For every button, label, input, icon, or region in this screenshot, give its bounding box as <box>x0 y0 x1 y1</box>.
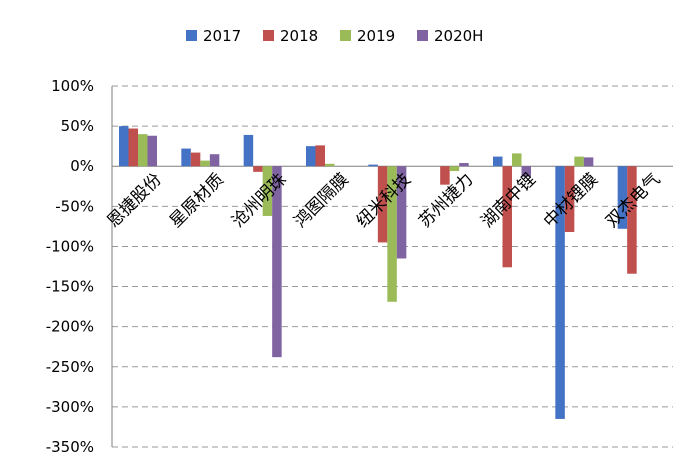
y-tick-label: 0% <box>70 157 94 175</box>
bar <box>449 166 460 172</box>
bar <box>253 166 263 172</box>
bar <box>262 166 273 216</box>
bars <box>119 126 637 419</box>
legend-label: 2019 <box>357 27 395 45</box>
legend-swatch <box>417 30 428 41</box>
bar <box>243 134 254 167</box>
bar <box>617 166 628 229</box>
bar <box>306 146 316 167</box>
bar <box>574 156 584 167</box>
legend-swatch <box>340 30 351 41</box>
legend-label: 2017 <box>203 27 241 45</box>
bar <box>181 148 191 167</box>
bar <box>627 166 637 274</box>
bar <box>502 166 512 268</box>
bar <box>315 145 325 167</box>
bar <box>368 164 378 167</box>
bar <box>190 152 201 167</box>
legend-label: 2020H <box>434 27 483 45</box>
bar <box>128 128 138 167</box>
legend-swatch <box>186 30 197 41</box>
y-tick-label: -100% <box>46 237 94 255</box>
bar <box>396 166 407 259</box>
bar <box>377 166 388 243</box>
legend-swatch <box>263 30 274 41</box>
y-tick-label: 100% <box>51 77 94 95</box>
category-label: 鸿图隔膜 <box>291 170 353 232</box>
y-tick-label: -200% <box>46 318 94 336</box>
y-tick-label: -350% <box>46 438 94 456</box>
bar <box>564 166 575 233</box>
legend-label: 2018 <box>280 27 318 45</box>
bar <box>119 126 129 167</box>
y-tick-label: -150% <box>46 278 94 296</box>
bar <box>459 163 469 167</box>
bar <box>493 156 503 167</box>
category-label: 星原材质 <box>166 170 228 232</box>
y-tick-label: -250% <box>46 358 94 376</box>
bar <box>272 166 282 358</box>
bar <box>200 160 210 167</box>
legend: 2017 2018 2019 2020H <box>186 27 483 45</box>
bar <box>209 154 220 167</box>
bar <box>583 157 594 167</box>
bar <box>325 163 335 167</box>
y-tick-label: -50% <box>55 197 94 215</box>
category-label: 恩捷股份 <box>104 170 166 232</box>
bar <box>512 153 522 167</box>
bar <box>440 166 450 185</box>
bar <box>521 166 531 177</box>
bar <box>555 166 565 419</box>
y-axis: 100% 50% 0% -50% -100% -150% -200% -250% -300% -3… <box>46 77 673 456</box>
y-tick-label: 50% <box>61 117 94 135</box>
y-tick-label: -300% <box>46 398 94 416</box>
bar <box>147 135 157 167</box>
bar <box>387 166 397 302</box>
bar <box>138 134 148 167</box>
